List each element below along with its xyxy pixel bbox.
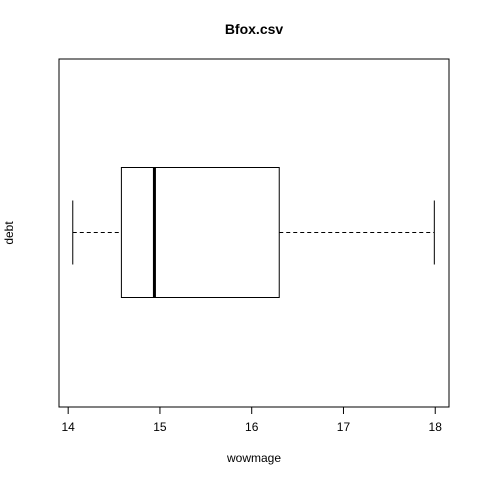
x-tick-label: 15 [153, 420, 167, 434]
x-axis-label: wowmage [226, 451, 281, 465]
chart-title: Bfox.csv [225, 21, 284, 37]
x-tick-label: 18 [429, 420, 443, 434]
x-tick-label: 17 [337, 420, 351, 434]
y-axis-label: debt [2, 221, 16, 245]
x-tick-label: 14 [61, 420, 75, 434]
box-plot [72, 167, 435, 298]
x-tick-label: 16 [245, 420, 259, 434]
x-axis: 14 15 16 17 18 [61, 406, 443, 434]
iqr-box [120, 167, 280, 298]
